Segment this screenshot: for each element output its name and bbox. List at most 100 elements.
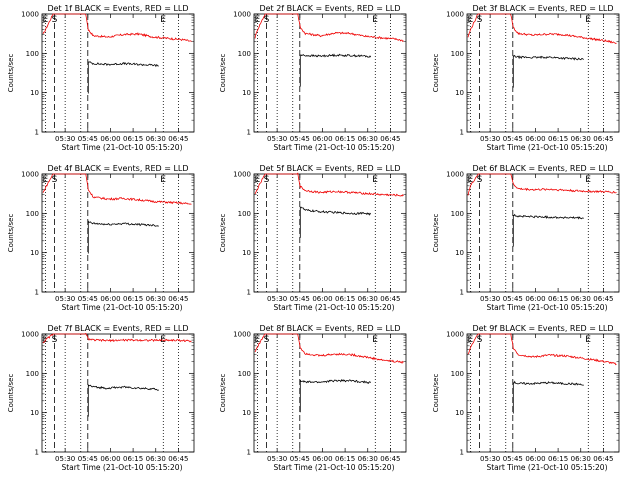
x-tick-label: 06:15 [123,455,143,463]
x-tick-label: 05:30 [480,135,500,143]
y-tick-label: 100 [26,210,39,218]
y-tick-label: 100 [238,210,251,218]
y-tick-label: 1000 [21,331,39,339]
y-tick-label: 1 [35,289,39,297]
x-tick-label: 06:45 [380,135,400,143]
x-tick-label: 05:30 [480,295,500,303]
marker-label: E [160,15,166,25]
y-tick-label: 10 [30,409,39,417]
panel-det-9: Det 9f BLACK = Events, RED = LLD Counts/s… [432,324,620,472]
y-tick-label: 10 [242,409,251,417]
x-tick-label: 06:00 [100,295,120,303]
y-tick-label: 10 [455,89,464,97]
marker-label: E [160,175,166,185]
marker-label: E [372,15,378,25]
x-tick-label: 06:45 [593,455,613,463]
marker-label: E [468,335,474,345]
marker-label: E [468,15,474,25]
series-events-line [87,220,159,254]
marker-label: S [264,175,270,185]
series-lld-line [42,13,192,42]
x-tick-label: 06:30 [571,295,591,303]
marker-label: S [52,335,58,345]
marker-label: E [585,15,591,25]
plot-frame [466,173,620,293]
x-tick-label: 05:30 [480,455,500,463]
plot-frame [41,333,195,453]
series-lld-line [254,13,404,43]
marker-label: E [585,175,591,185]
x-tick-label: 06:00 [100,455,120,463]
series-events-line [87,383,159,417]
y-tick-label: 1000 [21,11,39,19]
y-tick-label: 1 [460,449,464,457]
x-tick-label: 06:45 [168,135,188,143]
y-tick-label: 100 [238,370,251,378]
panel-title: Det 7f BLACK = Events, RED = LLD [47,324,188,333]
marker-label: E [585,335,591,345]
x-tick-label: 06:15 [123,135,143,143]
panel-title: Det 2f BLACK = Events, RED = LLD [259,4,400,13]
x-tick-label: 06:00 [100,135,120,143]
x-tick-label: 06:00 [312,295,332,303]
x-tick-label: 05:45 [78,455,98,463]
y-tick-label: 100 [451,50,464,58]
x-tick-label: 05:30 [267,135,287,143]
x-axis-label: Start Time (21-Oct-10 05:15:20) [273,463,394,472]
series-lld-line [254,172,404,197]
x-tick-label: 05:30 [55,295,75,303]
marker-label: E [372,175,378,185]
x-tick-label: 05:30 [267,295,287,303]
y-tick-label: 100 [26,50,39,58]
x-tick-label: 06:30 [146,295,166,303]
plot-frame [41,13,195,133]
plot-frame [466,13,620,133]
y-axis-label: Counts/sec [7,54,15,93]
x-axis-label: Start Time (21-Oct-10 05:15:20) [486,303,607,312]
plot-frame [253,173,407,293]
y-tick-label: 1000 [446,171,464,179]
y-tick-label: 1000 [233,171,251,179]
panel-det-1: Det 1f BLACK = Events, RED = LLD Counts/s… [7,4,195,152]
y-tick-label: 1 [35,449,39,457]
y-tick-label: 1000 [233,11,251,19]
x-tick-label: 06:30 [571,455,591,463]
series-events-line [512,213,584,247]
y-tick-label: 1 [460,289,464,297]
x-tick-label: 06:15 [548,455,568,463]
y-tick-label: 1000 [446,331,464,339]
panel-det-4: Det 4f BLACK = Events, RED = LLD Counts/s… [7,164,195,312]
marker-label: E [43,15,49,25]
x-tick-label: 06:00 [525,295,545,303]
x-tick-label: 06:30 [358,295,378,303]
y-tick-label: 10 [455,409,464,417]
x-tick-label: 05:30 [267,455,287,463]
x-axis-label: Start Time (21-Oct-10 05:15:20) [486,463,607,472]
panel-title: Det 4f BLACK = Events, RED = LLD [47,164,188,173]
y-tick-label: 100 [451,210,464,218]
x-tick-label: 06:00 [525,455,545,463]
panel-title: Det 9f BLACK = Events, RED = LLD [472,324,613,333]
y-axis-label: Counts/sec [219,54,227,93]
y-tick-label: 10 [242,89,251,97]
x-tick-label: 06:15 [335,295,355,303]
panel-title: Det 1f BLACK = Events, RED = LLD [47,4,188,13]
marker-label: S [264,335,270,345]
plot-frame [253,13,407,133]
y-tick-label: 10 [30,249,39,257]
series-lld-line [467,173,617,196]
marker-label: S [264,15,270,25]
panel-title: Det 3f BLACK = Events, RED = LLD [472,4,613,13]
y-tick-label: 100 [238,50,251,58]
marker-label: S [477,175,483,185]
panel-det-8: Det 8f BLACK = Events, RED = LLD Counts/s… [219,324,407,472]
panel-det-2: Det 2f BLACK = Events, RED = LLD Counts/s… [219,4,407,152]
y-tick-label: 1 [35,129,39,137]
x-axis-label: Start Time (21-Oct-10 05:15:20) [273,303,394,312]
x-tick-label: 05:45 [290,455,310,463]
plot-frame [253,333,407,453]
x-tick-label: 06:30 [571,135,591,143]
x-tick-label: 05:45 [78,135,98,143]
x-tick-label: 06:15 [335,135,355,143]
series-events-line [87,61,159,94]
